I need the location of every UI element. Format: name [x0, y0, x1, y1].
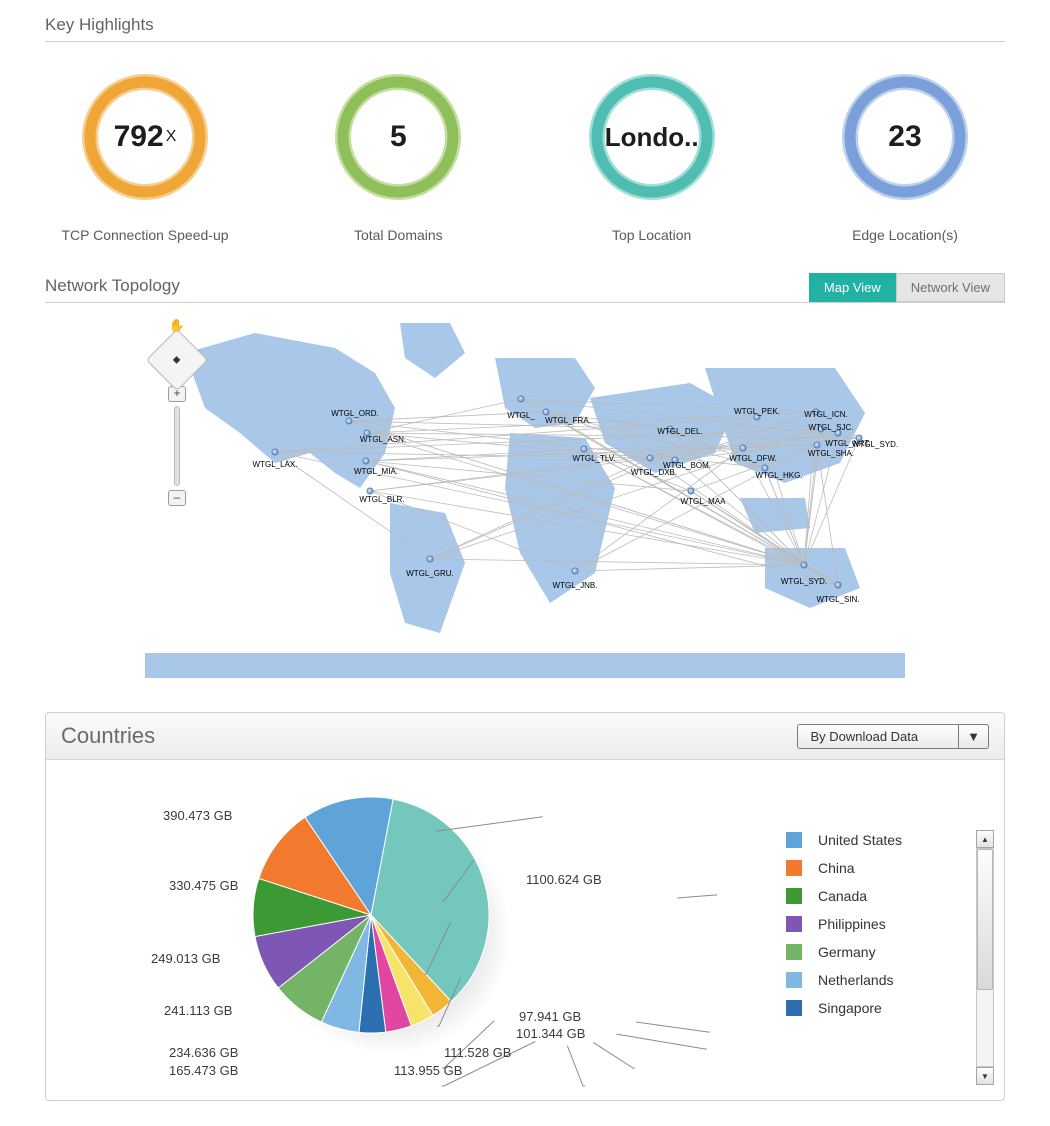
pie-slice-label: 249.013 GB	[151, 951, 220, 966]
scroll-up-button[interactable]: ▲	[976, 830, 994, 848]
map-node-dot[interactable]	[835, 582, 842, 589]
highlight-value: 5	[333, 72, 463, 202]
highlight-value: 792X	[80, 72, 210, 202]
zoom-slider-track[interactable]	[174, 406, 180, 486]
countries-metric-selected: By Download Data	[798, 725, 958, 748]
pie-leader-lines	[251, 795, 971, 1101]
map-node-label: WTGL_ASN.	[360, 435, 406, 444]
highlight-value: 23	[840, 72, 970, 202]
countries-title: Countries	[61, 723, 155, 749]
highlight-ring: 792X	[80, 72, 210, 202]
network-topology-title: Network Topology	[45, 276, 180, 302]
map-node-dot[interactable]	[740, 445, 747, 452]
map-node-label: WTGL_	[507, 411, 535, 420]
map-node-label: WTGL_BOM.	[663, 461, 711, 470]
pie-slice-label: 234.636 GB	[169, 1045, 238, 1060]
legend-scrollbar[interactable]: ▲ ▼	[976, 830, 994, 1085]
highlight-card: 792X TCP Connection Speed-up	[45, 72, 245, 243]
map-controls: ✋ ◆ + –	[155, 318, 199, 506]
map-pan-diamond[interactable]: ◆	[146, 329, 208, 391]
map-node-dot[interactable]	[688, 488, 695, 495]
scroll-down-button[interactable]: ▼	[976, 1067, 994, 1085]
map-node-label: WTGL_MIA.	[354, 467, 398, 476]
map-node-label: WTGL_SHA.	[808, 449, 854, 458]
topology-map[interactable]: ✋ ◆ + – WTGL_LAX. WTGL_ORD. WTGL_ASN. WTGL_…	[145, 313, 905, 697]
highlight-ring: 5	[333, 72, 463, 202]
map-node-dot[interactable]	[814, 442, 821, 449]
map-node-dot[interactable]	[518, 396, 525, 403]
dropdown-arrow-icon: ▼	[958, 725, 988, 748]
map-node-label: WTGL_DEL.	[657, 427, 702, 436]
map-node-label: WTGL_PEK.	[734, 407, 780, 416]
scroll-thumb[interactable]	[977, 849, 993, 990]
view-toggle: Map View Network View	[809, 273, 1005, 302]
highlight-card: 5 Total Domains	[298, 72, 498, 243]
pie-slice-label: 111.528 GB	[444, 1045, 511, 1060]
countries-metric-select[interactable]: By Download Data ▼	[797, 724, 989, 749]
highlight-label: Edge Location(s)	[805, 227, 1005, 243]
highlight-card: 23 Edge Location(s)	[805, 72, 1005, 243]
key-highlights-title: Key Highlights	[45, 15, 1005, 42]
world-map-svg	[145, 313, 905, 697]
map-node-label: WTGL_SYD.	[852, 440, 898, 449]
highlight-value: Londo..	[587, 72, 717, 202]
highlights-row: 792X TCP Connection Speed-up 5 Total Domain…	[45, 72, 1005, 243]
countries-panel: Countries By Download Data ▼ 1100.624 GB…	[45, 712, 1005, 1101]
countries-header: Countries By Download Data ▼	[46, 713, 1004, 760]
map-node-dot[interactable]	[647, 455, 654, 462]
pie-slice-label: 330.475 GB	[169, 878, 238, 893]
pie-slice-label: 97.941 GB	[519, 1009, 581, 1024]
pie-slice-label: 101.344 GB	[516, 1026, 585, 1041]
map-node-dot[interactable]	[427, 556, 434, 563]
highlight-ring: 23	[840, 72, 970, 202]
topology-header: Network Topology Map View Network View	[45, 273, 1005, 303]
countries-body: 1100.624 GB 97.941 GB 101.344 GB 111.528 GB…	[46, 760, 1004, 1100]
map-node-dot[interactable]	[346, 418, 353, 425]
highlight-ring: Londo..	[587, 72, 717, 202]
highlight-card: Londo.. Top Location	[552, 72, 752, 243]
map-node-label: WTGL_SYD.	[781, 577, 827, 586]
map-node-label: WTGL_LAX.	[253, 460, 298, 469]
highlight-label: TCP Connection Speed-up	[45, 227, 245, 243]
map-node-label: WTGL_BLR.	[359, 495, 404, 504]
map-node-label: WTGL_ORD.	[331, 409, 379, 418]
scroll-track[interactable]	[976, 848, 994, 1067]
map-node-dot[interactable]	[363, 458, 370, 465]
pie-slice-label: 241.113 GB	[164, 1003, 232, 1018]
map-node-label: WTGL_GRU.	[406, 569, 454, 578]
pie-slice-label: 1100.624 GB	[526, 872, 602, 887]
countries-pie-chart: 1100.624 GB97.941 GB101.344 GB111.528 GB…	[56, 780, 556, 1080]
map-view-tab[interactable]: Map View	[809, 273, 896, 302]
map-node-dot[interactable]	[367, 488, 374, 495]
map-node-label: WTGL_HKG.	[755, 471, 802, 480]
map-node-label: WTGL_DFW.	[729, 454, 777, 463]
pie-slice-label: 165.473 GB	[169, 1063, 238, 1078]
map-node-label: WTGL_SJC.	[809, 423, 854, 432]
map-node-label: WTGL_MAA	[681, 497, 726, 506]
zoom-out-button[interactable]: –	[168, 490, 186, 506]
map-node-dot[interactable]	[801, 562, 808, 569]
map-node-dot[interactable]	[581, 446, 588, 453]
pie-slice-label: 113.955 GB	[394, 1063, 462, 1078]
pie-slice-label: 390.473 GB	[163, 808, 232, 823]
highlight-label: Total Domains	[298, 227, 498, 243]
map-node-dot[interactable]	[572, 568, 579, 575]
network-view-tab[interactable]: Network View	[896, 273, 1005, 302]
map-node-dot[interactable]	[272, 449, 279, 456]
map-node-label: WTGL_JNB.	[553, 581, 598, 590]
highlight-label: Top Location	[552, 227, 752, 243]
map-node-label: WTGL_SIN.	[816, 595, 859, 604]
map-node-dot[interactable]	[543, 409, 550, 416]
map-node-label: WTGL_ICN.	[804, 410, 848, 419]
map-node-label: WTGL_FRA.	[545, 416, 591, 425]
map-node-label: WTGL_TLV.	[572, 454, 615, 463]
